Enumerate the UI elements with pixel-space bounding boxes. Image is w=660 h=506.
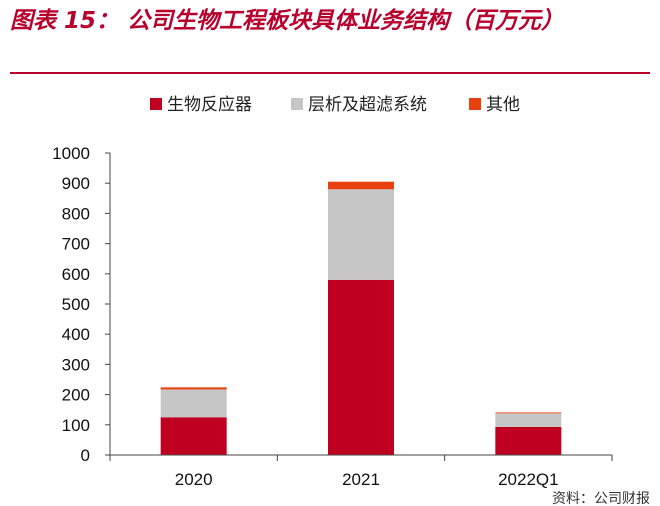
- legend: 生物反应器 层析及超滤系统 其他: [150, 95, 520, 115]
- legend-label: 其他: [486, 95, 520, 115]
- x-category-label: 2022Q1: [498, 470, 559, 489]
- bar-segment: [328, 189, 394, 280]
- x-axis: 2020 2021 2022Q1: [109, 454, 613, 489]
- bar-segment: [160, 417, 227, 455]
- y-tick-label: 900: [62, 174, 90, 193]
- x-category-label: 2021: [342, 470, 380, 489]
- y-tick-label: 800: [62, 204, 90, 223]
- y-tick-label: 0: [81, 446, 90, 465]
- bar-segment: [328, 279, 394, 455]
- legend-swatch: [150, 98, 162, 110]
- title-rule: [10, 72, 650, 74]
- y-tick-label: 400: [62, 325, 90, 344]
- y-tick-label: 500: [62, 295, 90, 314]
- source-note: 资料：公司财报: [552, 491, 650, 506]
- bar-segment: [328, 181, 394, 190]
- y-tick-label: 700: [62, 235, 90, 254]
- y-axis: 0 100 200 300 400 500 600 700 800 900 1000: [52, 144, 111, 465]
- legend-swatch: [291, 98, 303, 110]
- y-tick-label: 600: [62, 265, 90, 284]
- bars: [160, 181, 562, 455]
- bar-segment: [160, 387, 227, 390]
- x-category-label: 2020: [175, 470, 213, 489]
- y-tick-label: 200: [62, 386, 90, 405]
- bar-segment: [495, 412, 562, 414]
- y-tick-label: 100: [62, 416, 90, 435]
- y-tick-label: 1000: [52, 144, 90, 163]
- bar-segment: [495, 413, 562, 427]
- legend-label: 生物反应器: [167, 95, 252, 115]
- bar-segment: [495, 426, 562, 455]
- bar-segment: [160, 389, 227, 418]
- legend-label: 层析及超滤系统: [308, 95, 427, 115]
- legend-swatch: [469, 98, 481, 110]
- y-tick-label: 300: [62, 355, 90, 374]
- figure-title: 图表 15： 公司生物工程板块具体业务结构（百万元）: [10, 8, 565, 34]
